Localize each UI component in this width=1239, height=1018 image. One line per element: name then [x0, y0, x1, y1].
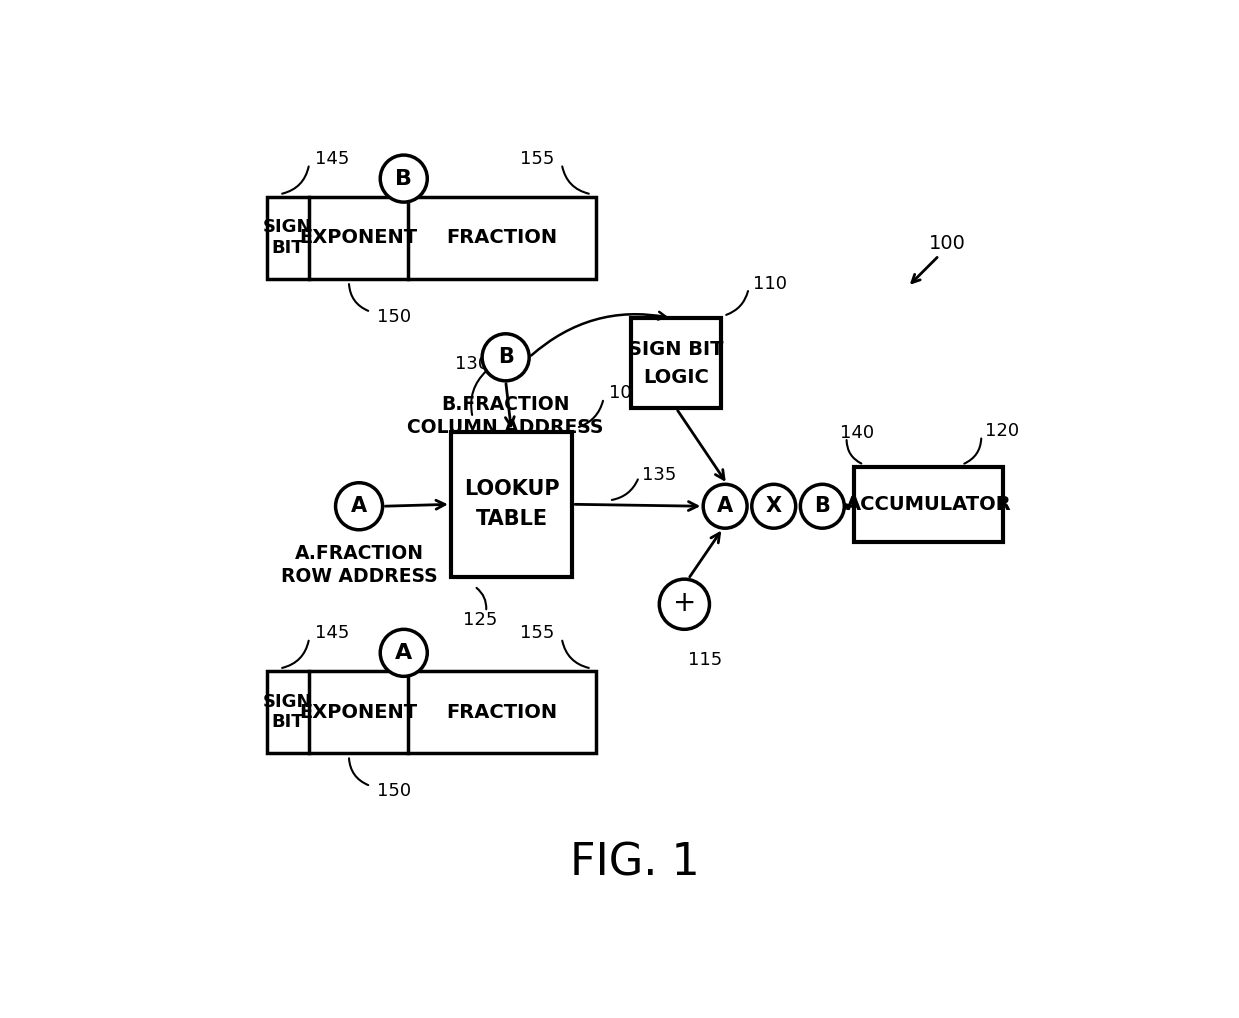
Text: LOOKUP
TABLE: LOOKUP TABLE — [463, 479, 559, 529]
Text: FRACTION: FRACTION — [446, 228, 558, 247]
Text: SIGN
BIT: SIGN BIT — [263, 692, 312, 731]
Text: EXPONENT: EXPONENT — [300, 702, 418, 722]
Text: B.FRACTION
COLUMN ADDRESS: B.FRACTION COLUMN ADDRESS — [408, 395, 603, 438]
Circle shape — [482, 334, 529, 381]
Text: 115: 115 — [689, 652, 722, 669]
Circle shape — [659, 579, 710, 629]
Text: ACCUMULATOR: ACCUMULATOR — [846, 495, 1012, 514]
Text: 150: 150 — [377, 307, 411, 326]
Text: B: B — [498, 347, 514, 367]
Text: FRACTION: FRACTION — [446, 702, 558, 722]
Circle shape — [380, 155, 427, 203]
Circle shape — [336, 483, 383, 529]
Text: 140: 140 — [840, 423, 875, 442]
Bar — [266, 196, 596, 279]
Text: EXPONENT: EXPONENT — [300, 228, 418, 247]
Text: SIGN BIT
LOGIC: SIGN BIT LOGIC — [628, 340, 724, 387]
Text: 105: 105 — [610, 385, 643, 402]
Circle shape — [800, 485, 844, 528]
Text: 155: 155 — [519, 624, 554, 642]
Text: FIG. 1: FIG. 1 — [570, 842, 700, 885]
Text: +: + — [673, 588, 696, 617]
Text: 145: 145 — [316, 150, 349, 168]
Text: 135: 135 — [642, 466, 676, 485]
Text: 150: 150 — [377, 782, 411, 800]
Circle shape — [752, 485, 795, 528]
Text: A.FRACTION
ROW ADDRESS: A.FRACTION ROW ADDRESS — [281, 544, 437, 586]
Circle shape — [380, 629, 427, 676]
Text: 145: 145 — [316, 624, 349, 642]
Text: A: A — [351, 496, 367, 516]
Text: 100: 100 — [929, 234, 966, 253]
Text: B: B — [814, 496, 830, 516]
Text: X: X — [766, 496, 782, 516]
Text: 125: 125 — [462, 611, 497, 629]
Bar — [451, 432, 572, 577]
Text: SIGN
BIT: SIGN BIT — [263, 219, 312, 258]
Bar — [855, 467, 1004, 542]
Text: 110: 110 — [753, 276, 787, 293]
Text: B: B — [395, 169, 413, 188]
Text: A: A — [395, 642, 413, 663]
Bar — [266, 671, 596, 753]
Text: 120: 120 — [985, 422, 1020, 440]
Text: 155: 155 — [519, 150, 554, 168]
Text: A: A — [717, 496, 733, 516]
Text: 130: 130 — [456, 355, 489, 374]
Circle shape — [704, 485, 747, 528]
Bar — [631, 318, 721, 408]
